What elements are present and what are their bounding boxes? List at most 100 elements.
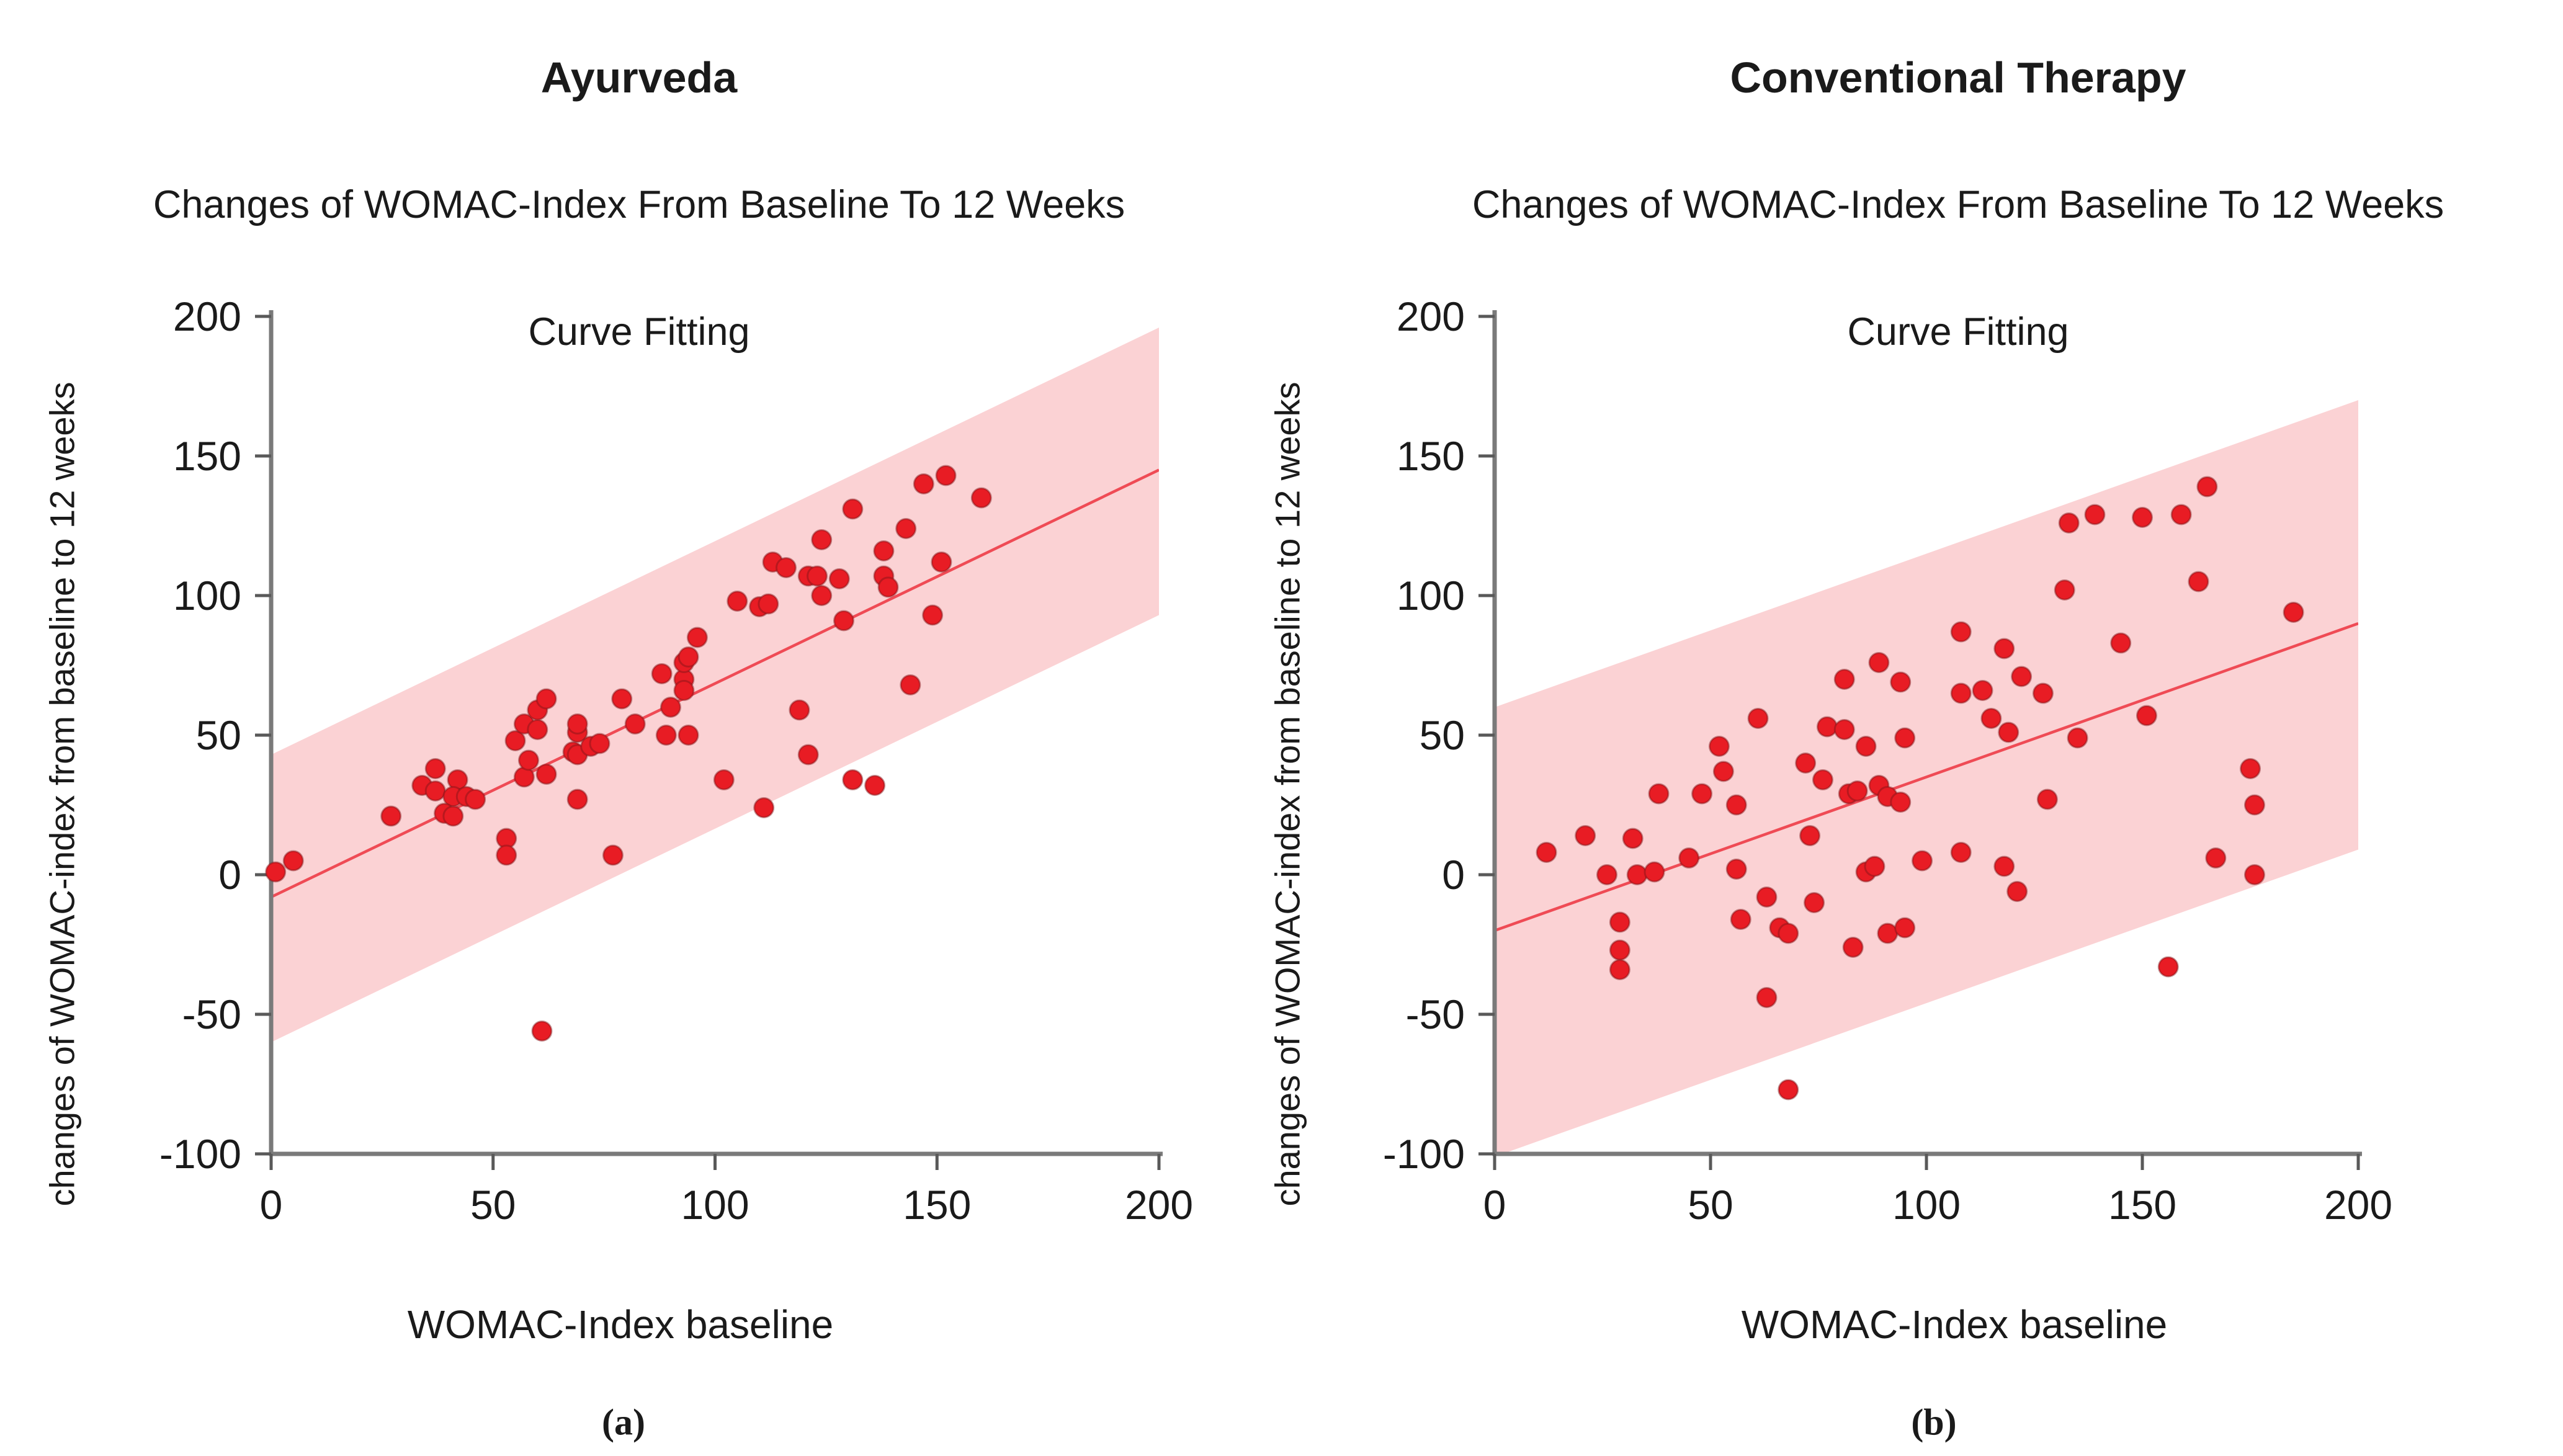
data-point	[678, 646, 699, 668]
data-point	[602, 844, 624, 866]
y-tick-label: 50	[196, 712, 241, 758]
data-point	[922, 604, 944, 626]
data-point	[1842, 937, 1864, 958]
y-tick-label: -100	[1383, 1131, 1465, 1177]
data-point	[2240, 758, 2261, 779]
data-point	[864, 775, 886, 796]
data-point	[1890, 671, 1912, 693]
data-point	[611, 688, 633, 710]
data-point	[1648, 783, 1670, 805]
data-point	[527, 719, 548, 740]
data-point	[1712, 761, 1734, 782]
data-point	[1596, 864, 1617, 885]
data-point	[1950, 842, 1972, 863]
data-point	[673, 680, 695, 701]
data-point	[589, 733, 611, 754]
panel-b-subtitle: Changes of WOMAC-Index From Baseline To …	[1472, 183, 2444, 226]
x-tick-label: 100	[681, 1182, 749, 1228]
data-point	[842, 498, 864, 520]
data-point	[442, 805, 464, 827]
x-tick-label: 150	[903, 1182, 971, 1228]
data-point	[2032, 682, 2054, 704]
y-tick-label: 0	[1442, 852, 1465, 898]
data-point	[1795, 753, 1817, 774]
data-point	[1894, 917, 1916, 939]
data-point	[655, 725, 677, 746]
y-tick-label: 200	[173, 293, 241, 339]
data-point	[775, 557, 797, 578]
panel-a-xaxis-title: WOMAC-Index baseline	[407, 1302, 834, 1347]
data-point	[758, 593, 779, 615]
data-point	[1778, 922, 1799, 944]
panel-b-title: Conventional Therapy	[1730, 53, 2186, 102]
data-point	[1972, 680, 1993, 701]
data-point	[2058, 512, 2080, 534]
data-point	[2283, 602, 2304, 623]
data-point	[566, 788, 588, 810]
data-point	[2110, 632, 2132, 654]
data-point	[517, 749, 539, 771]
y-tick-label: 100	[1397, 573, 1465, 619]
scatter-points	[1536, 476, 2304, 1101]
panel-b-yaxis-title: changes of WOMAC-index from baseline to …	[1268, 382, 1307, 1207]
data-point	[1993, 855, 2015, 877]
data-point	[1950, 621, 1972, 643]
y-tick-label: 200	[1397, 293, 1465, 339]
data-point	[1998, 721, 2020, 743]
data-point	[1846, 780, 1868, 802]
data-point	[1725, 859, 1747, 880]
data-point	[1747, 708, 1769, 729]
data-point	[1609, 959, 1630, 980]
data-point	[877, 576, 899, 598]
y-tick-label: -50	[1406, 991, 1465, 1037]
panel-b-subtitle2: Curve Fitting	[1847, 310, 2069, 354]
data-point	[2067, 727, 2088, 749]
panel-b-xaxis-title: WOMAC-Index baseline	[1741, 1302, 2168, 1347]
x-tick-label: 200	[2324, 1182, 2392, 1228]
data-point	[1536, 842, 1557, 863]
y-tick-label: 50	[1420, 712, 1465, 758]
data-point	[1868, 652, 1890, 673]
data-point	[265, 861, 287, 883]
data-point	[686, 627, 708, 648]
data-point	[1644, 861, 1665, 883]
data-point	[789, 699, 810, 721]
data-point	[1626, 864, 1648, 885]
data-point	[935, 465, 957, 486]
x-tick-label: 100	[1892, 1182, 1961, 1228]
data-point	[727, 591, 748, 612]
data-point	[535, 688, 557, 710]
panel-a-title: Ayurveda	[540, 53, 738, 102]
data-point	[624, 713, 646, 735]
data-point	[1877, 922, 1899, 944]
data-point	[1993, 638, 2015, 659]
scatter-panel-a: 200 150 100 50 0 -50 -100 0 50 100 150 200	[159, 293, 1193, 1228]
data-point	[2196, 476, 2218, 498]
data-point	[531, 1021, 553, 1042]
data-point	[2036, 788, 2058, 810]
data-point	[678, 725, 699, 746]
data-point	[1708, 736, 1730, 757]
data-point	[2084, 504, 2106, 525]
data-point	[713, 769, 735, 790]
data-point	[1980, 708, 2002, 729]
panel-a-yaxis-title: changes of WOMAC-index from baseline to …	[42, 382, 82, 1207]
data-point	[282, 850, 304, 872]
scatter-points	[265, 465, 992, 1042]
data-point	[873, 540, 895, 561]
data-point	[465, 788, 486, 810]
y-tick-label: 100	[173, 573, 241, 619]
data-point	[2054, 579, 2075, 601]
x-tick-label: 0	[260, 1182, 283, 1228]
data-point	[1864, 855, 1885, 877]
data-point	[535, 764, 557, 785]
data-point	[651, 663, 673, 684]
y-tick-label: 150	[173, 433, 241, 479]
scatter-panel-b: 200 150 100 50 0 -50 -100 0 50 100 150 200	[1383, 293, 2392, 1228]
panel-a-label: (a)	[602, 1401, 645, 1443]
data-point	[811, 529, 833, 550]
data-point	[895, 518, 917, 539]
data-point	[807, 565, 828, 587]
data-point	[931, 552, 952, 573]
x-tick-label: 50	[1688, 1182, 1733, 1228]
